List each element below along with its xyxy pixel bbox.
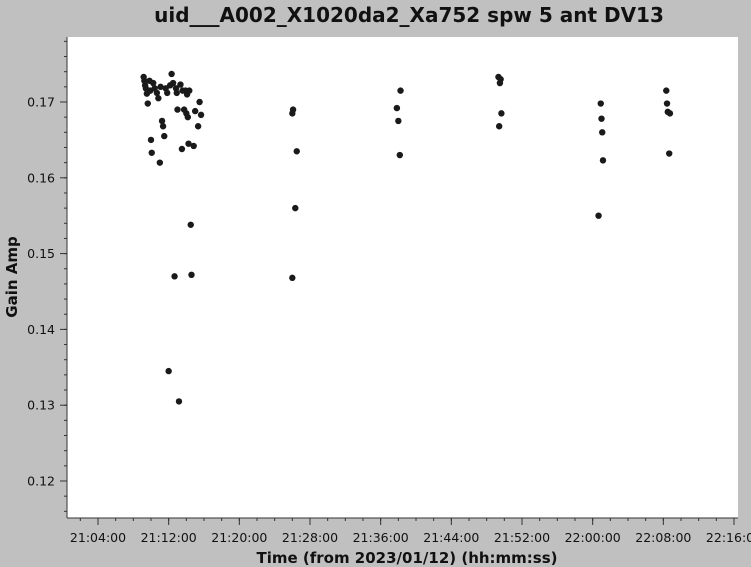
tick-labels: 21:04:00 21:12:00 21:20:00 21:28:00 21:36:00… [27, 95, 751, 546]
data-point [396, 151, 404, 159]
data-point [171, 273, 178, 280]
x-axis-label: Time (from 2023/01/12) (hh:mm:ss) [256, 549, 557, 567]
x-tick-label: 21:28:00 [282, 530, 338, 545]
data-point [169, 79, 177, 87]
x-tick-label: 21:36:00 [353, 530, 409, 545]
data-point [595, 212, 602, 219]
y-tick-label: 0.14 [27, 322, 55, 337]
data-point [174, 106, 181, 113]
data-point [186, 87, 193, 94]
y-axis-label: Gain Amp [3, 236, 21, 318]
data-point [175, 398, 183, 405]
data-point [161, 132, 168, 140]
data-point [168, 70, 175, 78]
data-point [666, 110, 674, 117]
y-tick-label: 0.16 [27, 170, 55, 185]
data-point [289, 106, 297, 113]
data-point [397, 87, 404, 94]
data-point [148, 149, 155, 156]
y-tick-label: 0.17 [27, 95, 55, 110]
data-point [191, 107, 199, 115]
data-point [598, 115, 605, 122]
data-point [155, 95, 162, 102]
x-tick-label: 21:52:00 [494, 530, 550, 545]
data-point [177, 81, 184, 88]
data-point [163, 89, 171, 97]
x-tick-label: 21:44:00 [423, 530, 479, 545]
chart-title: uid___A002_X1020da2_Xa752 spw 5 ant DV13 [154, 3, 664, 27]
x-tick-label: 21:20:00 [211, 530, 267, 545]
y-tick-label: 0.13 [27, 398, 55, 413]
data-point [599, 129, 606, 136]
x-tick-label: 22:00:00 [565, 530, 621, 545]
data-point [150, 79, 157, 87]
data-point [185, 140, 192, 147]
tick-marks [60, 40, 735, 525]
data-point [599, 157, 607, 164]
data-point [663, 100, 671, 107]
data-point [153, 89, 161, 97]
data-point [393, 104, 401, 112]
data-point [395, 117, 402, 125]
x-tick-label: 21:04:00 [70, 530, 126, 545]
data-points [140, 70, 674, 405]
x-tick-label: 22:08:00 [635, 530, 691, 545]
y-tick-label: 0.12 [27, 474, 55, 489]
data-point [197, 111, 205, 119]
data-point [144, 100, 151, 107]
data-point [495, 123, 503, 130]
data-point [184, 113, 192, 121]
data-point [293, 148, 300, 155]
data-point [497, 76, 504, 83]
data-point [159, 123, 167, 130]
data-point [190, 142, 197, 150]
data-point [666, 150, 673, 157]
data-point [194, 123, 202, 130]
data-point [156, 159, 164, 166]
data-point [289, 274, 296, 282]
y-tick-label: 0.15 [27, 246, 55, 261]
data-point [173, 89, 180, 97]
data-point [188, 271, 195, 279]
data-point [498, 110, 505, 117]
data-point [157, 83, 164, 91]
plot-area [67, 37, 738, 518]
x-tick-label: 21:12:00 [141, 530, 197, 545]
data-point [292, 204, 299, 212]
data-point [178, 145, 186, 153]
data-point [597, 100, 604, 107]
data-point [158, 117, 166, 125]
data-point [147, 136, 155, 144]
data-point [165, 367, 172, 375]
data-point [187, 221, 194, 228]
data-point [663, 87, 670, 94]
x-tick-label: 22:16:00 [706, 530, 751, 545]
data-point [196, 98, 203, 106]
